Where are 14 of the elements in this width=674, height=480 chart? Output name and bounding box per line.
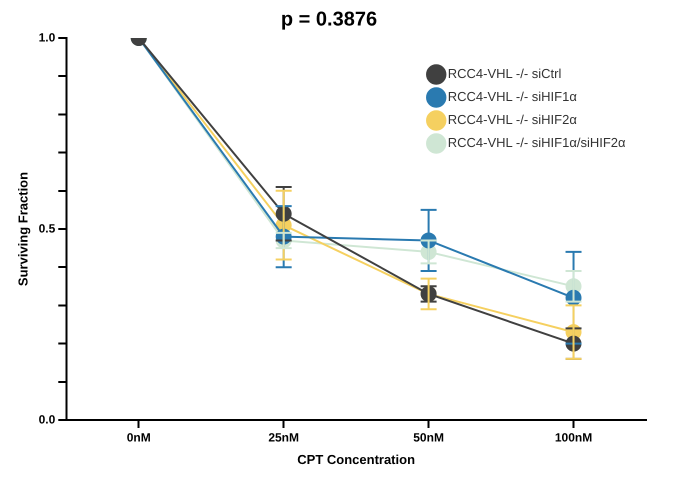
y-tick-label: 1.0 bbox=[38, 30, 56, 44]
legend-label: RCC4-VHL -/- siHIF2α bbox=[448, 112, 578, 128]
chart-title: p = 0.3876 bbox=[280, 8, 378, 31]
x-tick-label: 50nM bbox=[413, 430, 444, 445]
x-tick-label: 100nM bbox=[554, 430, 592, 445]
y-axis-title: Surviving Fraction bbox=[15, 172, 30, 286]
legend-label: RCC4-VHL -/- siHIF1α bbox=[448, 89, 578, 104]
y-tick-label: 0.5 bbox=[38, 221, 56, 236]
y-tick-label: 0.0 bbox=[38, 412, 56, 426]
x-axis-title: CPT Concentration bbox=[297, 452, 416, 467]
x-tick-label: 0nM bbox=[126, 430, 151, 445]
legend-label: RCC4-VHL -/- siCtrl bbox=[448, 66, 562, 82]
x-tick-label: 25nM bbox=[268, 430, 300, 445]
legend-label: RCC4-VHL -/- siHIF1α/siHIF2α bbox=[448, 135, 626, 150]
